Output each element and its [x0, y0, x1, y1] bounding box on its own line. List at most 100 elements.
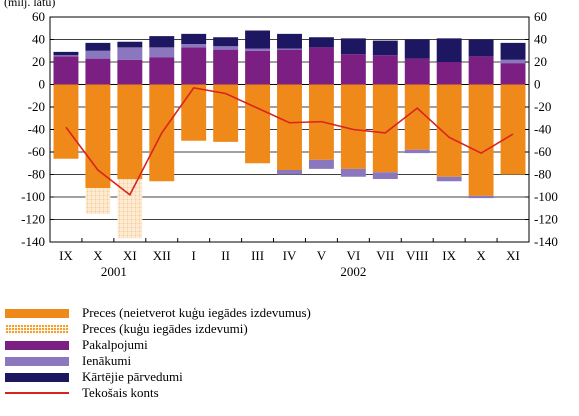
legend-item: Preces (kuģu iegādes izdevumi): [5, 321, 565, 337]
bar-segment: [117, 47, 143, 60]
bar-segment: [468, 84, 494, 196]
bar-segment: [404, 149, 430, 154]
bar-segment: [436, 62, 462, 85]
bar-segment: [85, 42, 111, 51]
bar-segment: [277, 49, 302, 85]
legend-item: Tekošais konts: [5, 385, 565, 401]
bar-segment: [181, 84, 207, 141]
y-tick-label-right: -120: [534, 212, 558, 227]
x-tick-label: II: [221, 248, 230, 263]
legend-swatch-transfers: [5, 373, 69, 382]
y-tick-label-right: -60: [534, 144, 551, 159]
x-tick-label: VIII: [406, 248, 428, 263]
legend-swatch-income: [5, 357, 69, 366]
axes: 60 60 40 40 20 20 0 0 -20 -20 -40 -40 -60 -60 -80 -80 -1…: [21, 9, 558, 279]
bars: [53, 30, 526, 239]
y-tick-label-right: -80: [534, 167, 551, 182]
x-tick-label: IX: [59, 248, 73, 263]
bar-segment: [181, 33, 207, 44]
bar-segment: [340, 54, 366, 85]
bar-segment: [149, 57, 175, 85]
current-account-line: [65, 86, 514, 196]
bar-segment: [436, 176, 462, 182]
bar-segment: [308, 47, 334, 85]
y-tick-label-left: 0: [39, 77, 46, 92]
bar-segment: [213, 46, 239, 50]
y-tick-label-right: 40: [534, 32, 547, 47]
bar-segment: [85, 188, 111, 214]
bar-segment: [85, 50, 111, 59]
bar-segment: [53, 56, 79, 85]
legend-label: Tekošais konts: [82, 385, 159, 400]
x-tick-label: IX: [442, 248, 456, 263]
bar-segment: [213, 49, 239, 85]
bar-segment: [436, 38, 462, 62]
legend: Preces (neietverot kuģu iegādes izdevumu…: [5, 305, 565, 401]
y-tick-label-left: -40: [28, 122, 45, 137]
bar-segment: [117, 59, 143, 85]
x-tick-label: XI: [123, 248, 137, 263]
bar-segment: [149, 36, 175, 48]
bar-segment: [53, 84, 79, 159]
bar-segment: [500, 63, 526, 85]
bar-segment: [404, 39, 430, 59]
bar-segment: [245, 50, 271, 85]
bar-segment: [404, 84, 430, 150]
bar-segment: [372, 40, 398, 56]
bar-segment: [372, 55, 398, 85]
bar-segment: [500, 59, 526, 64]
bar-segment: [117, 84, 143, 179]
legend-swatch-current-account: [5, 392, 69, 394]
y-tick-label-left: -120: [21, 212, 45, 227]
bar-segment: [468, 39, 494, 57]
bar-segment: [245, 30, 271, 49]
year-label: 2001: [101, 264, 127, 279]
x-tick-label: X: [476, 248, 486, 263]
bar-segment: [277, 48, 302, 50]
x-tick-label: V: [317, 248, 327, 263]
bar-segment: [181, 44, 207, 48]
x-tick-label: I: [192, 248, 196, 263]
legend-label: Preces (kuģu iegādes izdevumi): [82, 321, 248, 336]
legend-item: Ienākumi: [5, 353, 565, 369]
y-tick-label-right: 60: [534, 9, 547, 24]
y-tick-label-right: -100: [534, 189, 558, 204]
x-tick-label: IV: [283, 248, 297, 263]
unit-label: (milj. latu): [4, 0, 56, 9]
bar-segment: [436, 84, 462, 177]
x-tick-label: VI: [347, 248, 361, 263]
legend-label: Ienākumi: [82, 353, 132, 368]
legend-swatch-goods: [5, 309, 69, 318]
legend-item: Kārtējie pārvedumi: [5, 369, 565, 385]
bar-segment: [468, 195, 494, 199]
bar-segment: [308, 37, 334, 48]
x-tick-label: XII: [153, 248, 171, 263]
bar-segment: [149, 47, 175, 58]
bar-segment: [468, 56, 494, 85]
bar-segment: [277, 170, 302, 175]
legend-item: Preces (neietverot kuģu iegādes izdevumu…: [5, 305, 565, 321]
legend-item: Pakalpojumi: [5, 337, 565, 353]
bar-segment: [500, 84, 526, 175]
bar-segment: [245, 84, 271, 164]
y-tick-label-right: 0: [534, 77, 541, 92]
bar-segment: [372, 172, 398, 179]
bar-segment: [181, 47, 207, 85]
bar-segment: [53, 51, 79, 56]
bar-segment: [53, 55, 79, 57]
bar-segment: [277, 84, 302, 170]
bar-segment: [308, 159, 334, 169]
y-tick-label-left: -140: [21, 234, 45, 249]
y-tick-label-left: -100: [21, 189, 45, 204]
y-tick-label-left: -20: [28, 99, 45, 114]
bar-segment: [117, 41, 143, 48]
y-tick-label-left: 60: [32, 9, 45, 24]
y-tick-label-left: -80: [28, 167, 45, 182]
bar-segment: [372, 84, 398, 173]
bar-segment: [277, 33, 302, 49]
chart: 60 60 40 40 20 20 0 0 -20 -20 -40 -40 -60 -60 -80 -80 -1…: [21, 9, 558, 279]
bar-segment: [85, 84, 111, 188]
legend-label: Kārtējie pārvedumi: [82, 369, 183, 384]
y-tick-label-right: -20: [534, 99, 551, 114]
y-tick-label-right: -140: [534, 234, 558, 249]
